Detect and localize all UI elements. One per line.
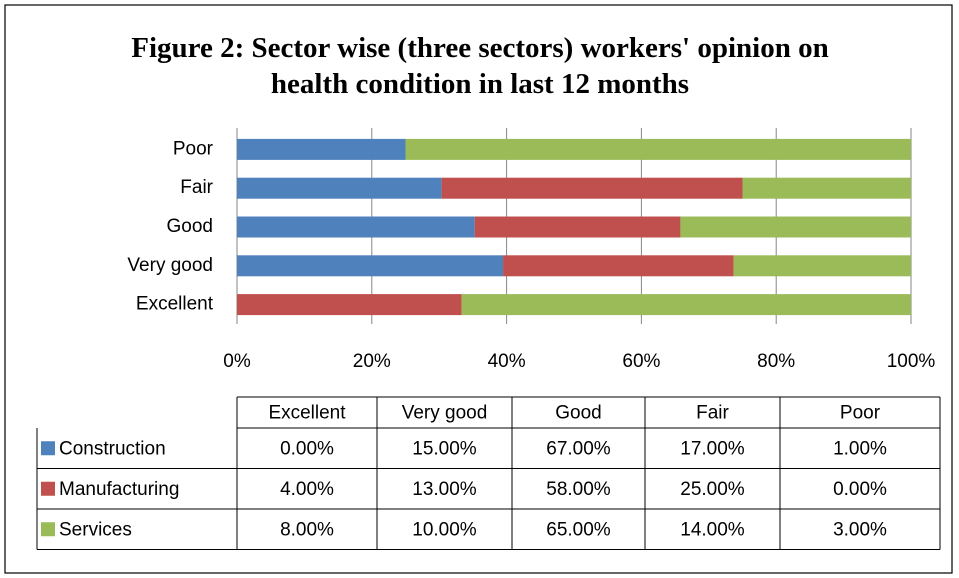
bar	[405, 138, 911, 160]
bar	[237, 294, 462, 316]
table-cell: 10.00%	[412, 519, 477, 540]
frame	[4, 4, 953, 574]
y-tick-label: Good	[167, 216, 213, 237]
x-tick-label: 40%	[488, 351, 526, 372]
x-tick-label: 100%	[887, 351, 936, 372]
legend-label: Services	[59, 519, 132, 540]
bar	[441, 177, 743, 199]
bar	[503, 255, 734, 277]
bar	[733, 255, 911, 277]
table-cell: 17.00%	[680, 438, 745, 459]
table-header: Very good	[402, 403, 488, 424]
table-cell: 4.00%	[280, 479, 334, 500]
table-header: Excellent	[268, 403, 346, 424]
table-cell: 0.00%	[280, 438, 334, 459]
legend-label: Manufacturing	[59, 479, 179, 500]
x-tick-label: 60%	[622, 351, 660, 372]
y-tick-label: Excellent	[136, 294, 214, 315]
bar	[742, 177, 911, 199]
x-tick-label: 80%	[757, 351, 795, 372]
table-cell: 14.00%	[680, 519, 745, 540]
table-cell: 0.00%	[833, 479, 887, 500]
x-tick-label: 20%	[353, 351, 391, 372]
chart-title: Figure 2: Sector wise (three sectors) wo…	[131, 32, 829, 100]
table-header: Poor	[840, 403, 881, 424]
legend-key	[41, 441, 55, 456]
table-cell: 67.00%	[546, 438, 611, 459]
table-header: Good	[555, 403, 601, 424]
bar	[237, 138, 406, 160]
legend-key	[41, 522, 55, 537]
bar	[237, 177, 442, 199]
table-cell: 13.00%	[412, 479, 477, 500]
legend-label: Construction	[59, 438, 166, 459]
x-tick-label: 0%	[223, 351, 251, 372]
bar	[680, 216, 911, 238]
table-cell: 15.00%	[412, 438, 477, 459]
table-cell: 8.00%	[280, 519, 334, 540]
table-cell: 1.00%	[833, 438, 887, 459]
table-cell: 65.00%	[546, 519, 611, 540]
y-tick-label: Fair	[180, 177, 213, 198]
y-tick-label: Poor	[173, 138, 214, 159]
bar	[474, 216, 681, 238]
table-cell: 58.00%	[546, 479, 611, 500]
bar	[237, 216, 475, 238]
bar	[461, 294, 911, 316]
bar	[237, 255, 504, 277]
table-cell: 3.00%	[833, 519, 887, 540]
table-cell: 25.00%	[680, 479, 745, 500]
y-tick-label: Very good	[127, 255, 213, 276]
table-header: Fair	[696, 403, 729, 424]
legend-key	[41, 481, 55, 496]
